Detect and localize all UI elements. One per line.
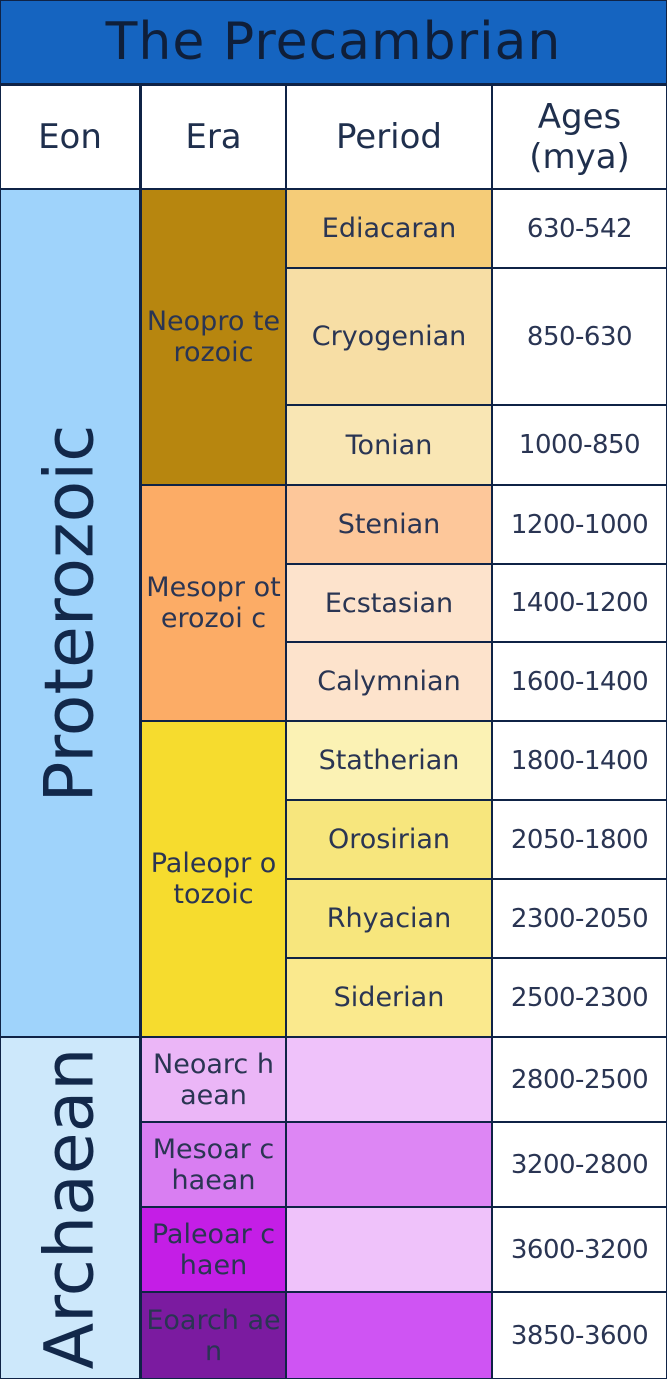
eon-proterozoic: Proterozoic (1, 190, 139, 1036)
period-empty (287, 1208, 491, 1291)
ages-orosirian: 2050-1800 (493, 801, 666, 878)
period-orosirian: Orosirian (287, 801, 491, 878)
era-neoarchaean: Neoarc haean (142, 1038, 285, 1121)
era-neoproterozoic: Neopro terozoic (142, 190, 285, 484)
ages-calymnian: 1600-1400 (493, 643, 666, 720)
period-ecstasian: Ecstasian (287, 565, 491, 641)
period-siderian: Siderian (287, 959, 491, 1036)
period-ediacaran: Ediacaran (287, 190, 491, 267)
period-empty (287, 1123, 491, 1206)
header-era: Era (142, 86, 285, 188)
eon-label: Proterozoic (30, 423, 110, 803)
ages-stenian: 1200-1000 (493, 486, 666, 563)
ages-eoarchaean: 3850-3600 (493, 1293, 666, 1378)
era-mesoarchaean: Mesoar chaean (142, 1123, 285, 1206)
period-stenian: Stenian (287, 486, 491, 563)
header-period: Period (287, 86, 491, 188)
period-cryogenian: Cryogenian (287, 269, 491, 404)
eon-archaean: Archaean (1, 1038, 139, 1378)
period-calymnian: Calymnian (287, 643, 491, 720)
ages-ecstasian: 1400-1200 (493, 565, 666, 641)
ages-cryogenian: 850-630 (493, 269, 666, 404)
header-ages: Ages (mya) (493, 86, 666, 188)
ages-rhyacian: 2300-2050 (493, 880, 666, 957)
ages-statherian: 1800-1400 (493, 722, 666, 799)
ages-mesoarchaean: 3200-2800 (493, 1123, 666, 1206)
era-paleoproterozoic: Paleopr otozoic (142, 722, 285, 1036)
era-eoarchaean: Eoarch aen (142, 1293, 285, 1378)
ages-paleoarchaean: 3600-3200 (493, 1208, 666, 1291)
ages-tonian: 1000-850 (493, 406, 666, 484)
period-rhyacian: Rhyacian (287, 880, 491, 957)
ages-neoarchaean: 2800-2500 (493, 1038, 666, 1121)
period-statherian: Statherian (287, 722, 491, 799)
era-mesoproterozoic: Mesopr oterozoi c (142, 486, 285, 720)
ages-siderian: 2500-2300 (493, 959, 666, 1036)
period-empty (287, 1038, 491, 1121)
era-paleoarchaean: Paleoar chaen (142, 1208, 285, 1291)
table-title: The Precambrian (1, 1, 666, 83)
period-empty (287, 1293, 491, 1378)
header-eon: Eon (1, 86, 139, 188)
ages-ediacaran: 630-542 (493, 190, 666, 267)
period-tonian: Tonian (287, 406, 491, 484)
eon-label: Archaean (30, 1047, 110, 1369)
